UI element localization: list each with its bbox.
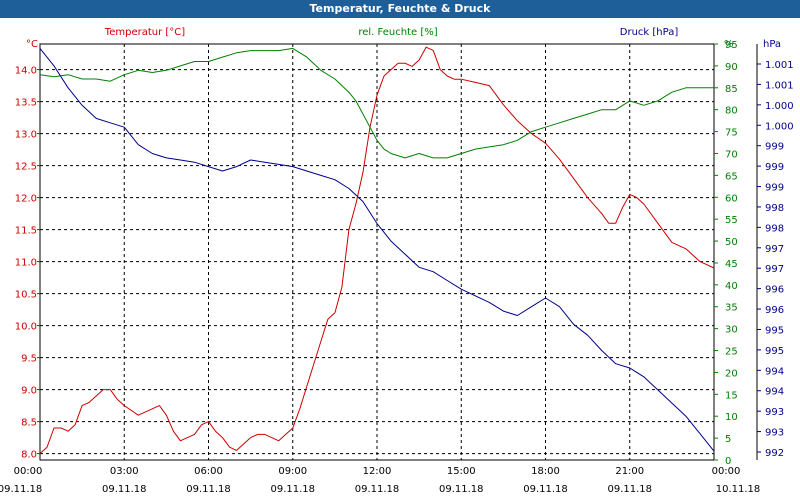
pressure-tick-label: 995 xyxy=(765,346,784,357)
x-tick-label: 09:00 xyxy=(278,466,307,477)
temperature-axis-title: Temperatur [°C] xyxy=(104,27,185,38)
humidity-tick-label: 55 xyxy=(725,215,738,226)
humidity-tick-label: 40 xyxy=(725,281,738,292)
humidity-tick-label: 50 xyxy=(725,237,738,248)
humidity-tick-label: 0 xyxy=(725,456,731,467)
temperature-tick-label: 12.5 xyxy=(15,162,37,173)
x-tick-date-label: 09.11.18 xyxy=(270,484,315,495)
pressure-tick-label: 1.001 xyxy=(765,80,794,91)
chart: 00:00 09.11.18 03:00 09.11.18 06:00 09.11.18 0… xyxy=(0,27,794,495)
humidity-tick-label: 5 xyxy=(725,434,731,445)
pressure-tick-label: 995 xyxy=(765,325,784,336)
pressure-tick-label: 994 xyxy=(765,366,784,377)
x-tick-date-label: 09.11.18 xyxy=(523,484,568,495)
pressure-tick-label: 999 xyxy=(765,162,784,173)
x-tick-label: 18:00 xyxy=(531,466,560,477)
x-tick-label: 06:00 xyxy=(194,466,223,477)
grid-lines xyxy=(40,44,714,460)
pressure-axis-title: Druck [hPa] xyxy=(620,27,679,38)
pressure-unit-label: hPa xyxy=(763,39,781,50)
temperature-tick-label: 9.5 xyxy=(21,354,37,365)
pressure-tick-label: 996 xyxy=(765,285,784,296)
x-tick-date-label: 10.11.18 xyxy=(716,484,761,495)
axes: 00:00 09.11.18 03:00 09.11.18 06:00 09.11.18 0… xyxy=(0,40,794,495)
temperature-tick-label: 10.5 xyxy=(15,290,37,301)
pressure-tick-label: 993 xyxy=(765,428,784,439)
x-tick-label: 21:00 xyxy=(615,466,644,477)
pressure-tick-label: 999 xyxy=(765,183,784,194)
pressure-tick-label: 997 xyxy=(765,244,784,255)
x-tick-date-label: 09.11.18 xyxy=(102,484,147,495)
temperature-tick-label: 10.0 xyxy=(15,322,37,333)
pressure-tick-label: 994 xyxy=(765,387,784,398)
x-tick-label: 15:00 xyxy=(447,466,476,477)
pressure-tick-label: 992 xyxy=(765,448,784,459)
pressure-tick-label: 1.001 xyxy=(765,60,794,71)
temperature-tick-label: 8.5 xyxy=(21,418,37,429)
pressure-tick-label: 997 xyxy=(765,264,784,275)
temperature-tick-label: 14.0 xyxy=(15,66,37,77)
pressure-tick-label: 998 xyxy=(765,223,784,234)
pressure-tick-label: 1.000 xyxy=(765,121,794,132)
x-tick-date-label: 09.11.18 xyxy=(607,484,652,495)
plot-frame xyxy=(39,43,715,461)
humidity-tick-label: 35 xyxy=(725,303,738,314)
humidity-tick-label: 25 xyxy=(725,347,738,358)
pressure-tick-label: 996 xyxy=(765,305,784,316)
temperature-tick-label: 12.0 xyxy=(15,194,37,205)
chart-title: Temperatur, Feuchte & Druck xyxy=(0,0,800,18)
humidity-axis-title: rel. Feuchte [%] xyxy=(358,27,437,38)
temperature-tick-label: 11.0 xyxy=(15,258,37,269)
temperature-tick-label: 11.5 xyxy=(15,226,37,237)
x-tick-date-label: 09.11.18 xyxy=(439,484,484,495)
humidity-tick-label: 80 xyxy=(725,106,738,117)
x-tick-date-label: 09.11.18 xyxy=(186,484,231,495)
x-tick-label: 03:00 xyxy=(110,466,139,477)
temperature-tick-label: 8.0 xyxy=(21,450,37,461)
series-lines xyxy=(39,46,715,454)
temperature-tick-label: 13.0 xyxy=(15,130,37,141)
temperature-series-line xyxy=(39,46,715,454)
pressure-tick-label: 993 xyxy=(765,407,784,418)
x-tick-label: 12:00 xyxy=(363,466,392,477)
x-tick-date-label: 09.11.18 xyxy=(355,484,400,495)
humidity-tick-label: 10 xyxy=(725,412,738,423)
humidity-tick-label: 70 xyxy=(725,149,738,160)
x-tick-date-label: 09.11.18 xyxy=(0,484,42,495)
humidity-tick-label: 95 xyxy=(725,40,738,51)
pressure-series-line xyxy=(39,48,715,452)
x-tick-label: 00:00 xyxy=(14,466,43,477)
humidity-tick-label: 85 xyxy=(725,84,738,95)
humidity-tick-label: 75 xyxy=(725,128,738,139)
temperature-tick-label: 13.5 xyxy=(15,98,37,109)
humidity-tick-label: 90 xyxy=(725,62,738,73)
humidity-tick-label: 65 xyxy=(725,171,738,182)
humidity-tick-label: 15 xyxy=(725,390,738,401)
humidity-tick-label: 60 xyxy=(725,193,738,204)
pressure-tick-label: 998 xyxy=(765,203,784,214)
humidity-tick-label: 20 xyxy=(725,368,738,379)
pressure-tick-label: 999 xyxy=(765,142,784,153)
humidity-series-line xyxy=(39,47,714,159)
humidity-tick-label: 45 xyxy=(725,259,738,270)
x-tick-label: 00:00 xyxy=(712,466,741,477)
temperature-tick-label: 9.0 xyxy=(21,386,37,397)
temperature-unit-label: °C xyxy=(26,39,38,50)
pressure-tick-label: 1.000 xyxy=(765,101,794,112)
humidity-tick-label: 30 xyxy=(725,325,738,336)
humidity-unit-label: % xyxy=(724,39,734,50)
